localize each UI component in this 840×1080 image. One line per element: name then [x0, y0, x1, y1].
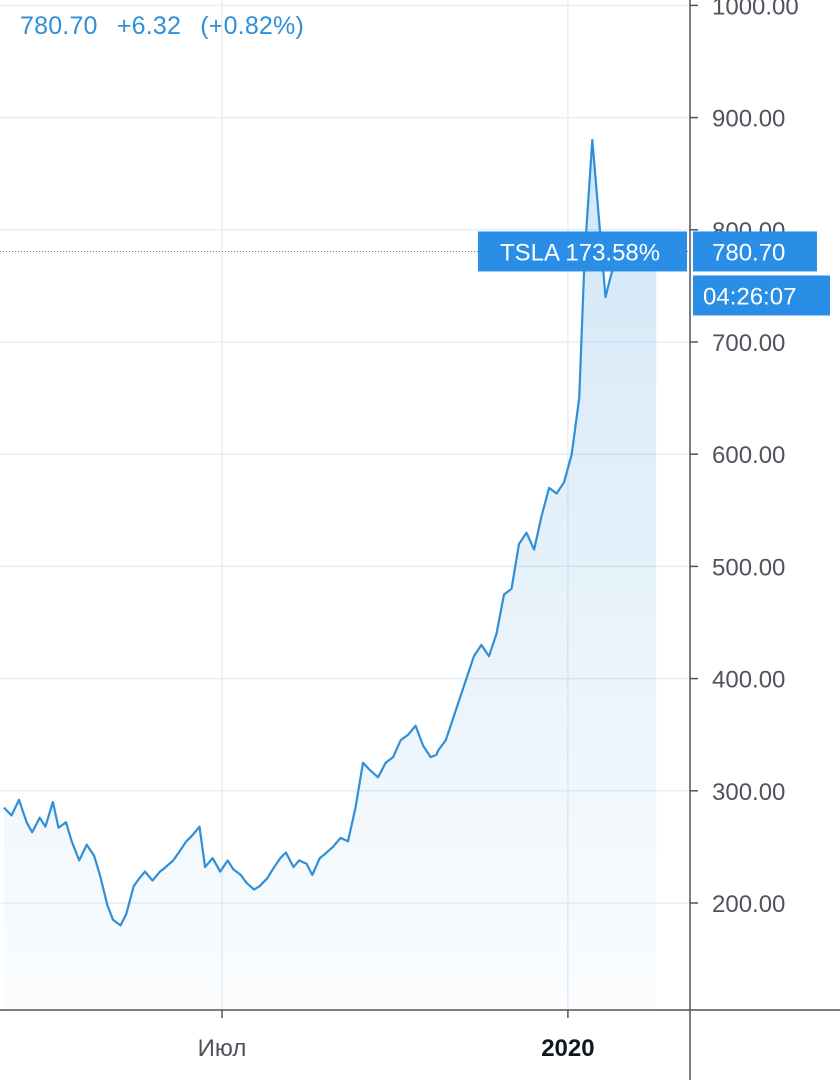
- price-change: +6.32: [116, 12, 182, 40]
- last-time-tag: [693, 275, 830, 316]
- y-tick-label: 500.00: [712, 554, 785, 581]
- y-tick-label: 300.00: [712, 779, 785, 806]
- last-price: 780.70: [20, 12, 98, 40]
- x-tick-label: Июл: [198, 1035, 247, 1062]
- compare-tag: [478, 231, 687, 272]
- y-tick-label: 600.00: [712, 442, 785, 469]
- last-price-tag-label: 780.70: [712, 239, 785, 266]
- y-tick-label: 1000.00: [712, 0, 799, 20]
- x-tick-label: 2020: [541, 1035, 594, 1062]
- y-tick-label: 700.00: [712, 330, 785, 357]
- series-area: [4, 140, 657, 1010]
- price-change-percent: (+0.82%): [200, 12, 304, 40]
- last-price-tag: [693, 231, 817, 272]
- series-line: [3, 138, 657, 927]
- quote-header: 780.70 +6.32 (+0.82%): [20, 12, 316, 41]
- compare-tag-label: TSLA 173.58%: [500, 239, 660, 266]
- price-labels: TSLA 173.58% 780.70 04:26:07: [0, 231, 830, 316]
- y-tick-label: 900.00: [712, 106, 785, 133]
- plot-area: [3, 138, 657, 1010]
- y-tick-label: 200.00: [712, 891, 785, 918]
- y-tick-label: 400.00: [712, 667, 785, 694]
- last-time-tag-label: 04:26:07: [703, 283, 796, 310]
